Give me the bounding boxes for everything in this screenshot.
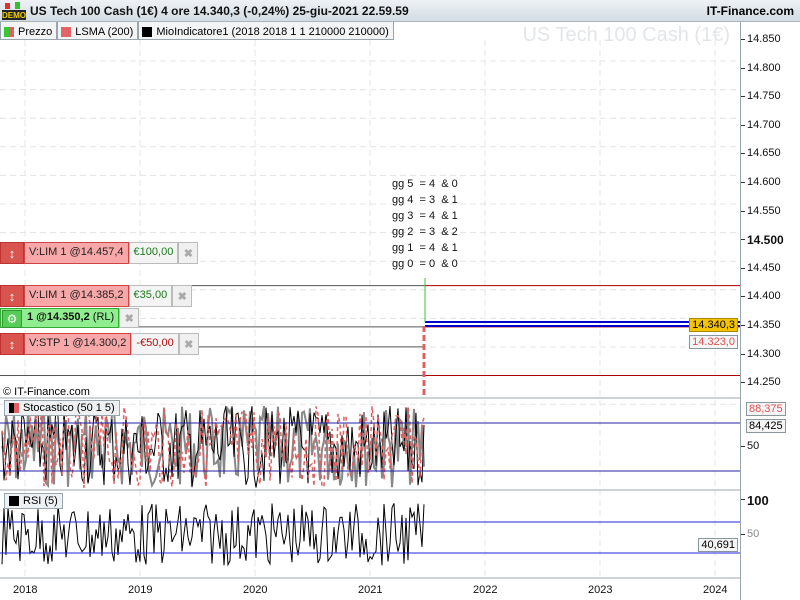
stochastic-value-2: 84,425 (746, 419, 786, 433)
window-title: US Tech 100 Cash (1€) 4 ore 14.340,3 (-0… (30, 4, 409, 18)
price-tick: 14.300 (741, 348, 781, 360)
annotation-text: gg 5 = 4 & 0 (392, 178, 458, 190)
price-axis[interactable]: 14.850 14.800 14.750 14.700 14.650 14.600 14.5… (689, 22, 800, 600)
price-tick: 14.400 (741, 290, 781, 302)
position-line[interactable]: ⚙ 1 @14.350,2 (RL) ✖ (0, 308, 140, 328)
rsi-tick-100: 100 (741, 493, 769, 508)
close-icon[interactable]: ✖ (178, 242, 199, 264)
close-icon[interactable]: ✖ (119, 308, 140, 328)
legend-prezzo[interactable]: Prezzo (0, 22, 58, 40)
position-label[interactable]: 1 @14.350,2 (RL) (0, 308, 120, 328)
gear-icon[interactable]: ⚙ (2, 310, 22, 328)
lsma-price-box: 14.323,0 (689, 335, 738, 349)
x-tick: 2024 (703, 584, 728, 596)
stochastic-label[interactable]: Stocastico (50 1 5) (4, 400, 120, 416)
order-limit-2[interactable]: ↕ V:LIM 1 @14.385,2 €35,00 ✖ (0, 285, 193, 307)
close-icon[interactable]: ✖ (172, 285, 193, 307)
x-tick: 2023 (588, 584, 613, 596)
order-pl: €100,00 (128, 242, 179, 264)
order-stop[interactable]: ↕ V:STP 1 @14.300,2 -€50,00 ✖ (0, 333, 199, 355)
legend-label: MioIndicatore1 (2018 2018 1 1 210000 210… (156, 25, 389, 38)
order-limit-1[interactable]: ↕ V:LIM 1 @14.457,4 €100,00 ✖ (0, 242, 199, 264)
x-tick: 2021 (358, 584, 383, 596)
rsi-tick-50: 50 (741, 528, 759, 540)
price-tick: 14.550 (741, 205, 781, 217)
order-label[interactable]: V:LIM 1 @14.385,2 (24, 285, 129, 307)
position-suffix: (RL) (92, 311, 115, 323)
price-tick: 14.600 (741, 176, 781, 188)
price-tick: 14.250 (741, 376, 781, 388)
price-tick: 14.700 (741, 119, 781, 131)
svg-text:DEMO: DEMO (2, 11, 26, 20)
rsi-line (1, 503, 425, 567)
x-tick: 2022 (473, 584, 498, 596)
order-pl: -€50,00 (131, 333, 179, 355)
order-pl: €35,00 (128, 285, 173, 307)
rsi-swatch-icon (9, 496, 19, 506)
price-tick: 14.750 (741, 90, 781, 102)
prezzo-swatch-icon (4, 26, 14, 37)
price-tick: 14.650 (741, 147, 781, 159)
demo-logo-icon: DEMO (2, 2, 26, 20)
price-tick: 14.500 (741, 233, 784, 247)
legend-label: LSMA (200) (75, 25, 134, 38)
x-tick: 2020 (243, 584, 268, 596)
x-tick: 2018 (13, 584, 38, 596)
stochastic-tick-50: 50 (741, 440, 759, 452)
rsi-title: RSI (5) (23, 495, 58, 507)
legend-bar: Prezzo LSMA (200) MioIndicatore1 (2018 2… (0, 22, 394, 40)
price-tick: 14.850 (741, 33, 781, 45)
close-icon[interactable]: ✖ (178, 333, 199, 355)
copyright: © IT-Finance.com (3, 386, 90, 398)
current-price-box: 14.340,3 (689, 318, 738, 332)
lsma-swatch-icon (61, 26, 72, 37)
order-label[interactable]: V:STP 1 @14.300,2 (24, 333, 132, 355)
chart-canvas[interactable] (0, 0, 740, 600)
watermark: US Tech 100 Cash (1€) (522, 24, 730, 46)
stochastic-title: Stocastico (50 1 5) (23, 402, 115, 414)
legend-label: Prezzo (18, 25, 53, 38)
drag-updown-icon[interactable]: ↕ (0, 333, 24, 355)
annotation-text: gg 3 = 4 & 1 (392, 210, 458, 222)
rsi-label[interactable]: RSI (5) (4, 493, 63, 509)
legend-lsma[interactable]: LSMA (200) (57, 22, 139, 40)
x-tick: 2019 (128, 584, 153, 596)
annotation-text: gg 4 = 3 & 1 (392, 194, 458, 206)
price-tick: 14.800 (741, 62, 781, 74)
title-bar: DEMO US Tech 100 Cash (1€) 4 ore 14.340,… (0, 0, 800, 22)
stochastic-swatch-icon (9, 403, 19, 413)
annotation-text: gg 0 = 0 & 0 (392, 258, 458, 270)
stochastic-signal-line (1, 405, 425, 488)
annotation-text: gg 1 = 4 & 1 (392, 242, 458, 254)
drag-updown-icon[interactable]: ↕ (0, 285, 24, 307)
order-label[interactable]: V:LIM 1 @14.457,4 (24, 242, 129, 264)
annotation-text: gg 2 = 3 & 2 (392, 226, 458, 238)
position-text: 1 @14.350,2 (27, 311, 90, 323)
price-tick: 14.350 (741, 319, 781, 331)
stochastic-value-1: 88,375 (746, 402, 786, 416)
price-tick: 14.450 (741, 262, 781, 274)
legend-mioindicatore[interactable]: MioIndicatore1 (2018 2018 1 1 210000 210… (138, 22, 394, 40)
drag-updown-icon[interactable]: ↕ (0, 242, 24, 264)
brand[interactable]: IT-Finance.com (706, 4, 794, 18)
rsi-value-box: 40,691 (698, 538, 738, 552)
indicator-swatch-icon (142, 26, 153, 37)
